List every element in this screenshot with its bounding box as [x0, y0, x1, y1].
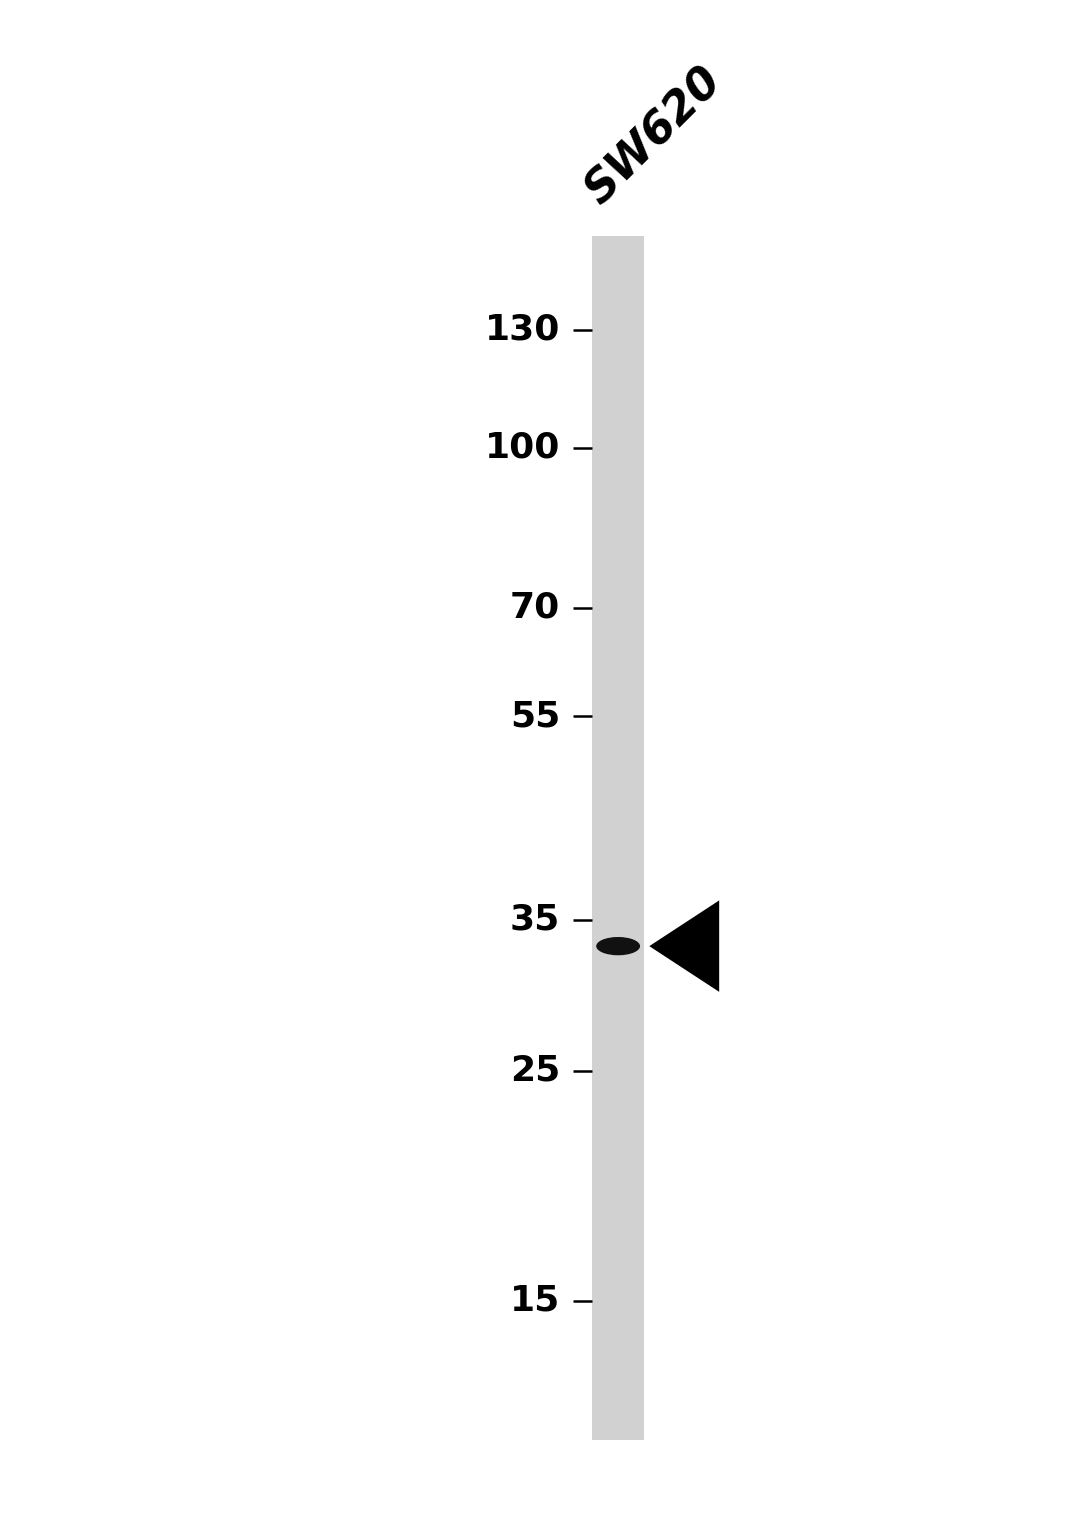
- Text: 35: 35: [510, 902, 560, 937]
- Text: 55: 55: [510, 700, 560, 733]
- Text: 130: 130: [485, 312, 560, 346]
- Text: 15: 15: [510, 1283, 560, 1318]
- Ellipse shape: [597, 937, 640, 956]
- Text: 70: 70: [510, 591, 560, 625]
- Polygon shape: [649, 901, 719, 992]
- Text: SW620: SW620: [577, 59, 731, 213]
- Text: 100: 100: [485, 431, 560, 465]
- Bar: [592, 236, 644, 1440]
- Text: 25: 25: [510, 1055, 560, 1088]
